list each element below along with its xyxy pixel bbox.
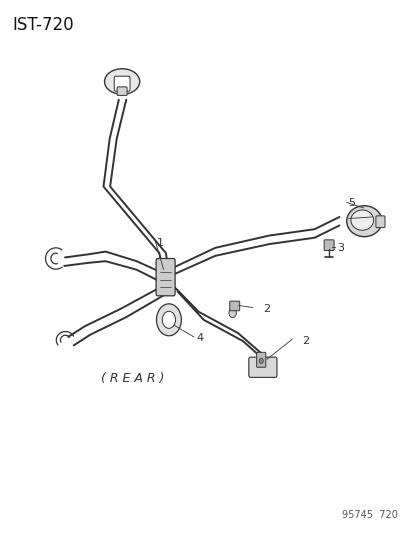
- Text: 2: 2: [301, 336, 309, 346]
- Circle shape: [156, 304, 181, 336]
- Ellipse shape: [346, 206, 381, 237]
- FancyBboxPatch shape: [156, 259, 175, 296]
- Text: IST-720: IST-720: [12, 16, 74, 34]
- Text: 2: 2: [262, 304, 269, 314]
- FancyBboxPatch shape: [117, 87, 127, 95]
- FancyBboxPatch shape: [114, 76, 130, 91]
- Circle shape: [162, 311, 175, 328]
- FancyBboxPatch shape: [229, 301, 239, 311]
- Text: 3: 3: [337, 243, 344, 253]
- Text: 95745  720: 95745 720: [341, 510, 396, 520]
- Text: 4: 4: [196, 334, 203, 343]
- Text: 1: 1: [157, 238, 164, 247]
- FancyBboxPatch shape: [248, 357, 276, 377]
- Circle shape: [228, 308, 236, 318]
- Circle shape: [259, 358, 263, 364]
- Ellipse shape: [104, 69, 139, 94]
- Ellipse shape: [350, 210, 373, 230]
- FancyBboxPatch shape: [323, 240, 333, 251]
- Text: ( R E A R ): ( R E A R ): [100, 372, 164, 385]
- FancyBboxPatch shape: [256, 352, 265, 367]
- Text: 5: 5: [347, 198, 354, 207]
- FancyBboxPatch shape: [375, 216, 384, 228]
